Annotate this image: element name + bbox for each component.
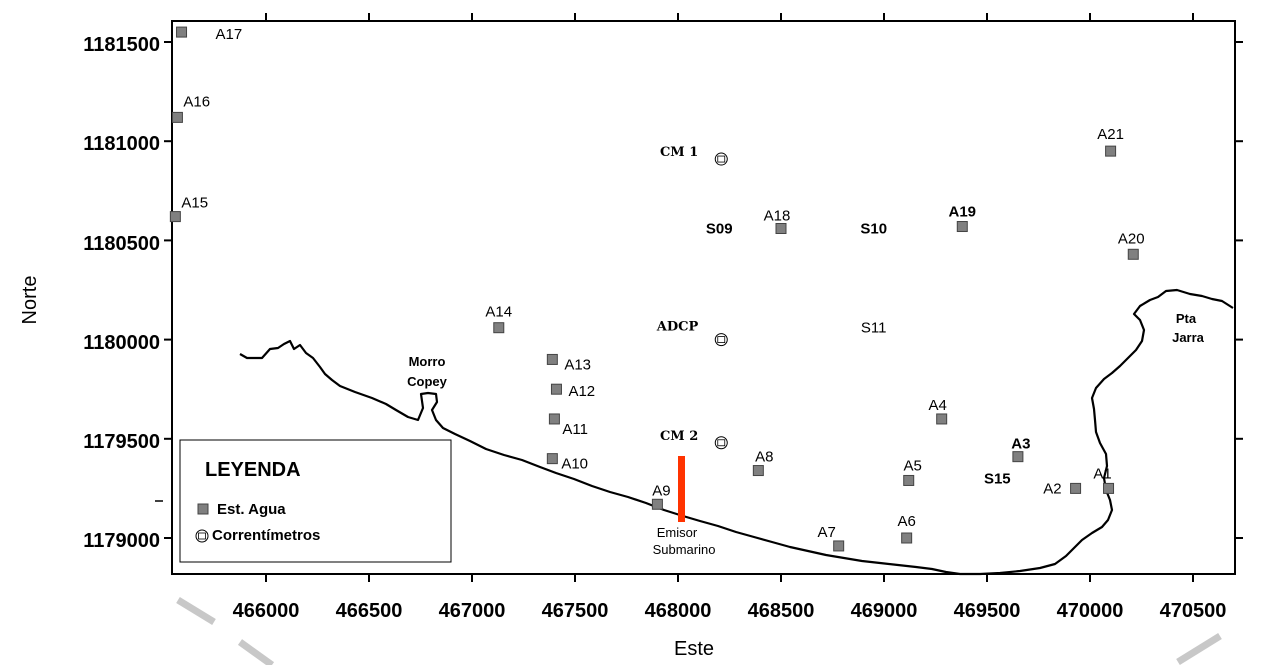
station-a11-label: A11 xyxy=(562,421,588,438)
x-ticks-top xyxy=(265,13,1194,21)
station-a20-label: A20 xyxy=(1118,230,1145,247)
x-tick-label: 468000 xyxy=(645,600,712,622)
station-a12-label: A12 xyxy=(568,383,595,400)
station-a19-marker xyxy=(956,221,968,233)
currentmeter-layer: CM 1 ADCP CM 2 xyxy=(656,145,728,450)
x-tick-label: 466000 xyxy=(233,600,300,622)
station-a15-label: A15 xyxy=(181,195,208,212)
station-a13-label: A13 xyxy=(564,356,591,373)
station-a2-marker xyxy=(1070,482,1082,494)
x-tick-label: 468500 xyxy=(748,600,815,622)
station-a13-marker xyxy=(546,353,558,365)
decor-slash-left xyxy=(176,597,216,625)
station-a15-marker xyxy=(169,211,181,223)
place-pta-jarra-line2: Jarra xyxy=(1172,330,1205,345)
station-a20-marker xyxy=(1127,248,1139,260)
sampling-point-s09-label: S09 xyxy=(706,220,733,237)
currentmeter-icon xyxy=(714,436,728,450)
place-emisor-line1: Emisor xyxy=(657,525,698,540)
station-a17-marker xyxy=(176,26,188,38)
station-a10-label: A10 xyxy=(561,456,588,473)
station-a21-marker xyxy=(1105,145,1117,157)
station-a5-marker xyxy=(903,474,915,486)
station-a4-label: A4 xyxy=(929,397,947,414)
place-pta-jarra-line1: Pta xyxy=(1176,311,1197,326)
x-tick-label: 469500 xyxy=(954,600,1021,622)
currentmeter-icon xyxy=(714,152,728,166)
sampling-point-layer: S09 S10 S11 S15 xyxy=(706,220,1011,487)
y-ticks-right xyxy=(1235,41,1243,539)
legend-box xyxy=(179,439,452,563)
station-a7-label: A7 xyxy=(818,524,836,541)
station-a17-label: A17 xyxy=(216,26,243,43)
x-tick-label: 469000 xyxy=(851,600,918,622)
legend-title: LEYENDA xyxy=(205,459,301,481)
y-tick-label: 1179000 xyxy=(83,530,160,552)
sampling-point-s11-label: S11 xyxy=(861,320,887,337)
station-a19-label: A19 xyxy=(949,204,977,221)
station-a21-label: A21 xyxy=(1097,126,1124,143)
station-a3-marker xyxy=(1012,451,1024,463)
y-tick-label: 1180000 xyxy=(83,332,160,354)
y-tick-label: 1181500 xyxy=(83,34,160,56)
station-a10-marker xyxy=(546,453,558,465)
place-morro-copey-line2: Copey xyxy=(407,374,448,389)
station-a5-label: A5 xyxy=(904,457,922,474)
y-ticks-left xyxy=(164,41,172,539)
legend-water-marker-icon xyxy=(197,503,209,515)
y-tick-label: 1180500 xyxy=(83,233,160,255)
currentmeter-label: CM 1 xyxy=(660,145,698,160)
legend: LEYENDA Est. Agua Correntímetros xyxy=(179,439,452,563)
decor-slash-middle xyxy=(237,639,275,665)
x-tick-label: 466500 xyxy=(336,600,403,622)
station-a9-label: A9 xyxy=(652,482,670,499)
station-a18-label: A18 xyxy=(764,207,791,224)
x-ticks-bottom xyxy=(265,574,1194,582)
legend-water-label: Est. Agua xyxy=(217,501,286,518)
legend-currentmeter-label: Correntímetros xyxy=(212,527,320,544)
station-a6-label: A6 xyxy=(897,513,915,530)
x-tick-label: 467500 xyxy=(542,600,609,622)
station-a9-marker xyxy=(651,498,663,510)
station-a11-marker xyxy=(548,413,560,425)
station-a16-marker xyxy=(171,111,183,123)
station-a4-marker xyxy=(936,413,948,425)
station-a18-marker xyxy=(775,222,787,234)
decor-slash-right xyxy=(1176,633,1222,665)
station-a12-marker xyxy=(550,383,562,395)
currentmeter-label: ADCP xyxy=(656,320,699,335)
station-a16-label: A16 xyxy=(183,93,210,110)
station-a8-label: A8 xyxy=(755,449,773,466)
y-axis-title: Norte xyxy=(19,276,41,325)
y-tick-label: 1181000 xyxy=(83,133,160,155)
station-a1-marker xyxy=(1103,482,1115,494)
coastline xyxy=(239,288,1234,576)
x-tick-label: 470500 xyxy=(1160,600,1227,622)
x-tick-label: 467000 xyxy=(439,600,506,622)
x-axis-title: Este xyxy=(674,638,714,660)
x-tick-label: 470000 xyxy=(1057,600,1124,622)
place-emisor-line2: Submarino xyxy=(653,542,716,557)
station-a8-marker xyxy=(752,465,764,477)
map-frame xyxy=(171,20,1236,575)
legend-currentmeter-icon xyxy=(195,529,209,543)
station-a1-label: A1 xyxy=(1093,465,1111,482)
station-a6-marker xyxy=(901,532,913,544)
station-a7-marker xyxy=(833,540,845,552)
station-a2-label: A2 xyxy=(1043,480,1061,497)
y-tick-label: 1179500 xyxy=(83,431,160,453)
station-layer: A17 A16 A15 A14 A13 A12 A11 A10 A9 A8 A7 A6 A5 A4 A3 A2… xyxy=(169,26,1145,552)
station-a3-label: A3 xyxy=(1011,436,1030,453)
place-morro-copey-line1: Morro xyxy=(409,354,446,369)
station-a14-marker xyxy=(493,322,505,334)
station-a14-label: A14 xyxy=(485,304,512,321)
currentmeter-label: CM 2 xyxy=(660,429,698,444)
sampling-point-s15-label: S15 xyxy=(984,470,1011,487)
sampling-point-s10-label: S10 xyxy=(860,220,887,237)
currentmeter-icon xyxy=(714,333,728,347)
emisor-pipe xyxy=(678,456,685,522)
